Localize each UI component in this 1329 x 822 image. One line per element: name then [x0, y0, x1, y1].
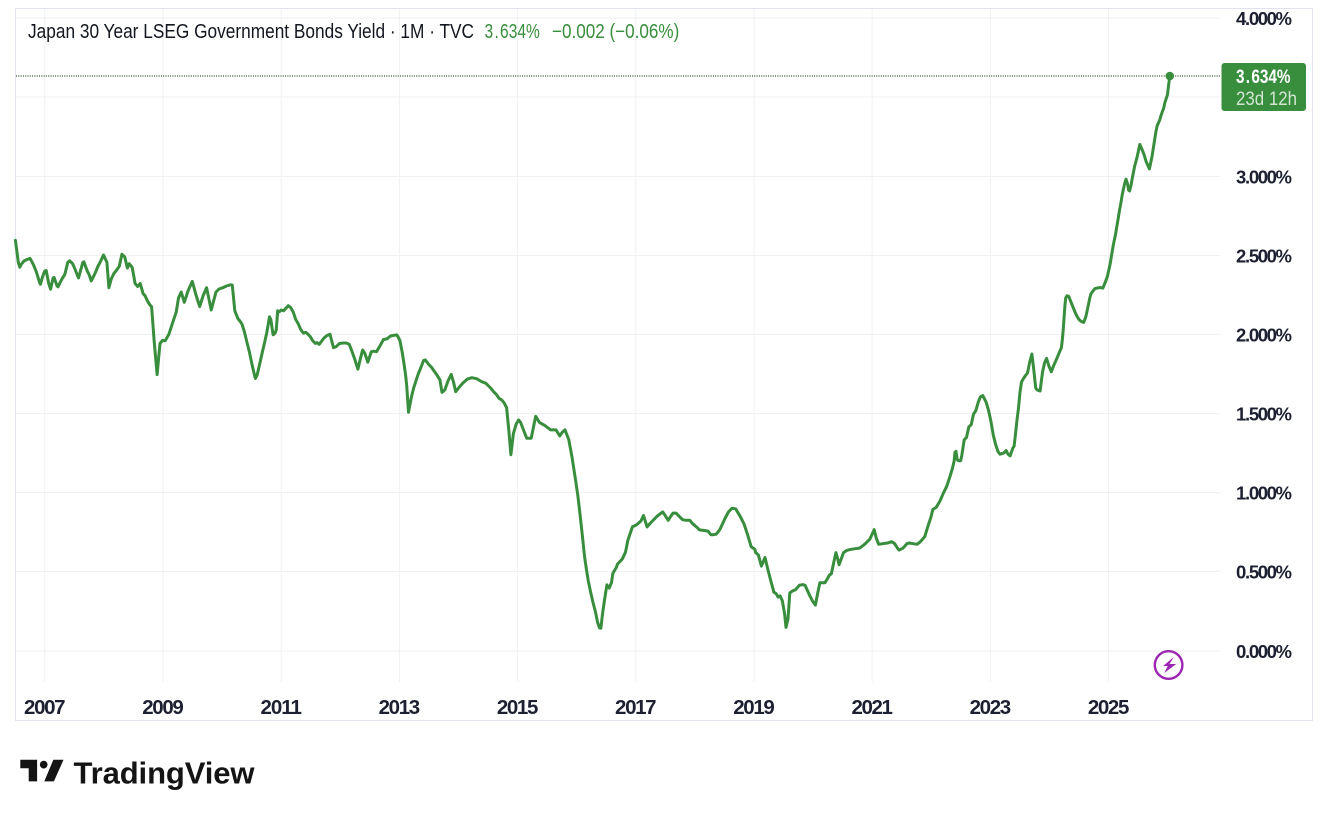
svg-text:2017: 2017	[615, 696, 657, 719]
svg-text:2 . 500%: 2 . 500%	[1236, 246, 1292, 267]
svg-text:0 . 500%: 0 . 500%	[1236, 562, 1292, 583]
svg-text:2013: 2013	[379, 696, 421, 719]
svg-text:2 . 000%: 2 . 000%	[1236, 325, 1292, 346]
svg-text:2007: 2007	[24, 696, 66, 719]
svg-text:2025: 2025	[1088, 696, 1130, 719]
svg-text:1 . 000%: 1 . 000%	[1236, 483, 1292, 504]
svg-text:4 . 000%: 4 . 000%	[1236, 8, 1292, 29]
svg-text:Japan 30 Year LSEG Government: Japan 30 Year LSEG Government Bonds Yiel…	[28, 21, 474, 43]
svg-text:0 . 000%: 0 . 000%	[1236, 641, 1292, 662]
svg-text:2009: 2009	[142, 696, 184, 719]
svg-text:2015: 2015	[497, 696, 539, 719]
svg-text:−0.002 (−0.06%): −0.002 (−0.06%)	[552, 21, 679, 43]
svg-text:2021: 2021	[851, 696, 893, 719]
svg-text:2011: 2011	[260, 696, 302, 719]
svg-text:TradingView: TradingView	[74, 756, 256, 791]
svg-text:3 . 634%: 3 . 634%	[485, 21, 540, 43]
svg-text:23d 12h: 23d 12h	[1236, 88, 1297, 110]
svg-text:3 . 000%: 3 . 000%	[1236, 167, 1292, 188]
svg-text:3 . 634%: 3 . 634%	[1236, 67, 1291, 88]
svg-text:2019: 2019	[733, 696, 775, 719]
svg-text:2023: 2023	[970, 696, 1012, 719]
svg-text:1 . 500%: 1 . 500%	[1236, 404, 1292, 425]
